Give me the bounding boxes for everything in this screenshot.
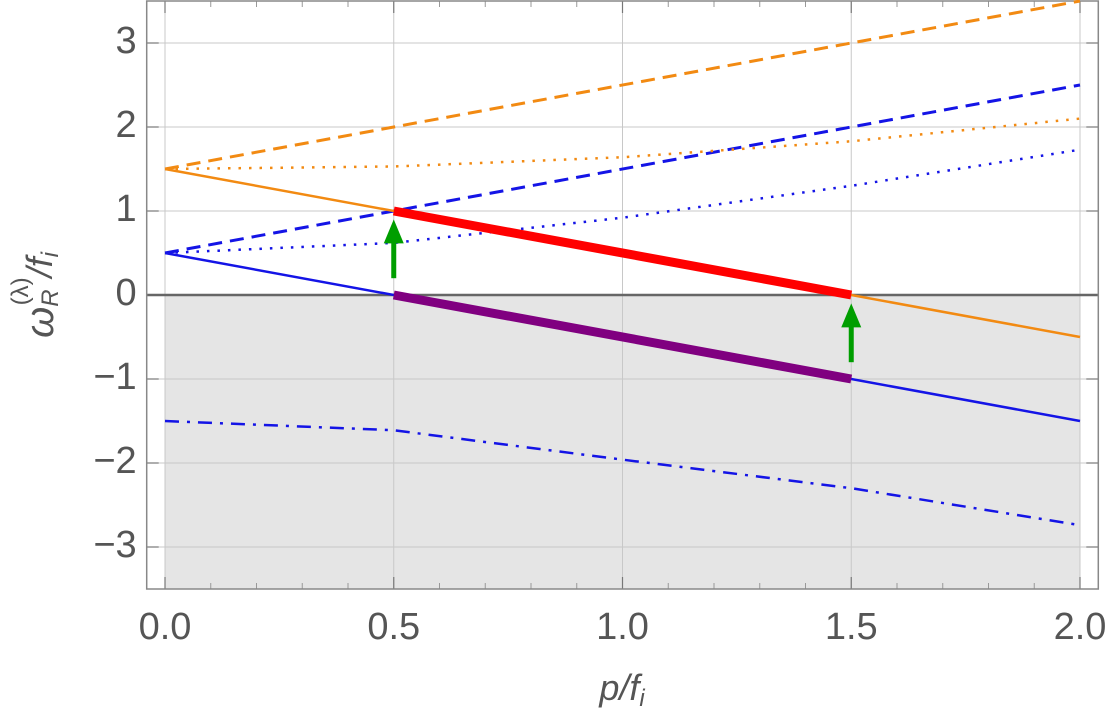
x-tick-label: 0.5	[367, 606, 420, 648]
series-line	[164, 148, 1081, 255]
y-tick-label: −2	[93, 440, 136, 482]
series-line	[164, 0, 1081, 171]
x-label-sub: i	[639, 685, 645, 712]
y-label-sup: (λ)	[7, 277, 34, 305]
x-label-main: p/f	[598, 667, 643, 708]
series-line	[392, 290, 853, 384]
series-line	[392, 206, 853, 300]
x-tick-label: 1.5	[825, 606, 878, 648]
y-label-sub2: i	[37, 251, 64, 257]
arrow-head	[383, 219, 404, 244]
y-label-main: ω	[18, 307, 62, 338]
plot-frame	[145, 0, 1100, 590]
y-label-sub: R	[37, 289, 64, 306]
series-line	[164, 419, 1081, 527]
y-label-rest: /f	[19, 253, 60, 280]
x-tick-label: 2.0	[1054, 606, 1107, 648]
x-tick-label: 1.0	[596, 606, 649, 648]
x-axis-label: p/fi	[598, 667, 645, 713]
y-tick-label: 1	[116, 188, 137, 230]
y-axis-label: ωR(λ)/fi	[7, 251, 64, 338]
arrow-head	[841, 303, 862, 328]
y-tick-label: −1	[93, 356, 136, 398]
y-tick-label: 3	[116, 20, 137, 62]
y-tick-label: 2	[116, 104, 137, 146]
series-line	[164, 83, 1081, 255]
y-tick-label: −3	[93, 524, 136, 566]
x-tick-label: 0.0	[139, 606, 192, 648]
y-tick-label: 0	[116, 272, 137, 314]
